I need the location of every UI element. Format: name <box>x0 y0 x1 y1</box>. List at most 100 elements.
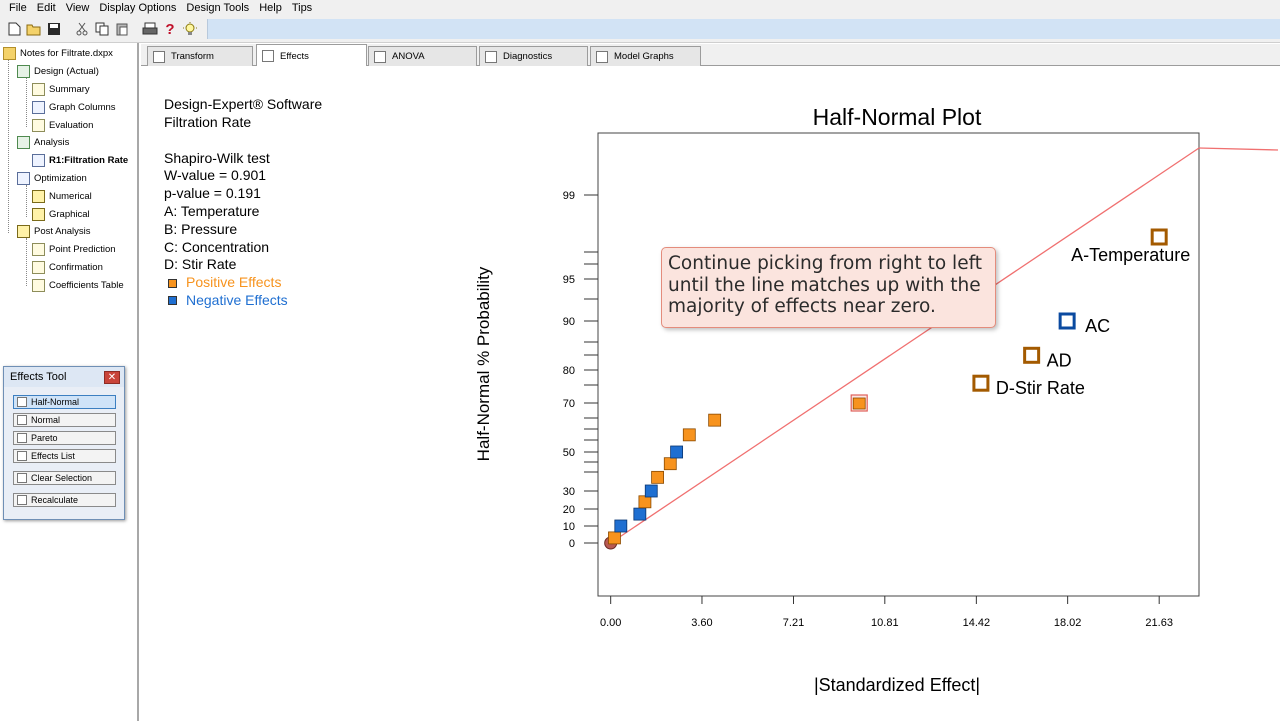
tree-item-label: Evaluation <box>49 119 94 131</box>
save-icon[interactable] <box>46 21 62 37</box>
print-icon[interactable] <box>142 21 158 37</box>
y-tick-label: 30 <box>563 486 575 498</box>
positive-effect-point[interactable] <box>852 397 866 410</box>
tree-item-point-prediction[interactable]: Point Prediction <box>32 241 116 257</box>
copy-icon[interactable] <box>94 21 110 37</box>
tree-item-confirmation[interactable]: Confirmation <box>32 259 103 275</box>
tree-item-post-analysis[interactable]: Post Analysis <box>17 223 91 239</box>
tree-item-numerical[interactable]: Numerical <box>32 188 92 204</box>
menu-tips[interactable]: Tips <box>291 2 313 14</box>
pareto-button[interactable]: Pareto <box>13 431 116 445</box>
picked-positive-effect-point[interactable] <box>1023 346 1041 364</box>
tab-model-graphs[interactable]: Model Graphs <box>590 46 701 66</box>
factor-d: D: Stir Rate <box>164 256 237 273</box>
new-file-icon[interactable] <box>6 21 22 37</box>
effects-tool-titlebar[interactable]: Effects Tool ✕ <box>4 367 124 387</box>
point-prediction-icon <box>32 242 45 256</box>
fit-line-extension <box>1198 147 1279 151</box>
tree-item-coefficients-table[interactable]: Coefficients Table <box>32 277 124 293</box>
menu-display-options[interactable]: Display Options <box>99 2 177 14</box>
picked-positive-effect-point[interactable] <box>972 374 990 392</box>
recalculate-button[interactable]: Recalculate <box>13 493 116 507</box>
design-sheet-icon <box>17 64 30 78</box>
analysis-icon <box>17 135 30 149</box>
tree-item-label: Post Analysis <box>34 225 91 237</box>
negative-effect-point[interactable] <box>633 507 647 521</box>
negative-effect-marker <box>168 296 177 306</box>
clear-selection-button[interactable]: Clear Selection <box>13 471 116 485</box>
menu-file[interactable]: File <box>9 2 27 14</box>
effects-tool-window[interactable]: Effects Tool ✕ Half-Normal Normal Pareto… <box>3 366 125 520</box>
half-normal-button[interactable]: Half-Normal <box>13 395 116 409</box>
view-tabs: Transform Effects ANOVA Diagnostics Mode… <box>141 44 1280 67</box>
paste-icon[interactable] <box>114 21 130 37</box>
pareto-icon <box>17 433 27 443</box>
negative-effect-point[interactable] <box>614 519 628 533</box>
menu-bar: File Edit View Display Options Design To… <box>0 0 1280 16</box>
positive-effect-point[interactable] <box>663 457 677 471</box>
tree-item-r1-filtration-rate[interactable]: R1:Filtration Rate <box>32 152 128 168</box>
x-tick-label: 10.81 <box>871 617 899 629</box>
analysis-info: Design-Expert® Software Filtration Rate … <box>164 96 322 310</box>
factor-b: B: Pressure <box>164 220 238 237</box>
normality-test: Shapiro-Wilk test <box>164 149 270 166</box>
normal-icon <box>17 415 27 425</box>
tree-item-label: Numerical <box>49 190 92 202</box>
software-name: Design-Expert® Software <box>164 96 323 112</box>
tree-item-optimization[interactable]: Optimization <box>17 170 87 186</box>
menu-view[interactable]: View <box>65 2 90 14</box>
fit-line <box>610 147 1199 544</box>
tree-item-label: Notes for Filtrate.dxpx <box>20 47 113 59</box>
tab-effects[interactable]: Effects <box>256 44 367 67</box>
y-tick-label: 50 <box>563 447 575 459</box>
tree-item-design[interactable]: Design (Actual) <box>17 63 99 79</box>
anova-icon <box>374 50 386 63</box>
y-tick-label: 70 <box>563 398 575 410</box>
positive-effect-point[interactable] <box>638 495 652 509</box>
menu-help[interactable]: Help <box>259 2 282 14</box>
confirmation-icon <box>32 260 45 274</box>
negative-effect-point[interactable] <box>670 445 684 459</box>
tree-item-evaluation[interactable]: Evaluation <box>32 117 93 133</box>
positive-effect-point[interactable] <box>682 428 696 442</box>
tree-item-graph-columns[interactable]: Graph Columns <box>32 99 116 115</box>
y-tick-label: 95 <box>563 274 575 286</box>
tree-item-graphical[interactable]: Graphical <box>32 206 90 222</box>
effects-list-button[interactable]: Effects List <box>13 449 116 463</box>
tip-bulb-icon[interactable] <box>182 21 198 37</box>
normal-button[interactable]: Normal <box>13 413 116 427</box>
close-icon[interactable]: ✕ <box>104 370 120 384</box>
menu-edit[interactable]: Edit <box>36 2 56 14</box>
x-tick-label: 14.42 <box>963 617 991 629</box>
open-folder-icon[interactable] <box>26 21 42 37</box>
instruction-callout: Continue picking from right to left unti… <box>661 247 996 328</box>
tree-item-label: Graph Columns <box>49 101 116 113</box>
tab-anova[interactable]: ANOVA <box>368 46 477 66</box>
positive-effect-point[interactable] <box>651 470 664 484</box>
menu-design-tools[interactable]: Design Tools <box>186 2 250 14</box>
tab-transform[interactable]: Transform <box>147 46 253 66</box>
tree-item-analysis[interactable]: Analysis <box>17 134 69 150</box>
picked-negative-effect-point[interactable] <box>1058 312 1076 330</box>
factor-c: C: Concentration <box>164 238 270 255</box>
effect-point-label: A-Temperature <box>1071 245 1190 265</box>
tree-item-root[interactable]: Notes for Filtrate.dxpx <box>3 45 113 61</box>
y-tick-label: 0 <box>569 538 575 550</box>
evaluation-magnifier-icon <box>32 118 45 132</box>
picked-positive-effect-point[interactable] <box>1150 228 1168 246</box>
positive-effect-point[interactable] <box>708 413 722 427</box>
negative-effect-point[interactable] <box>644 484 658 498</box>
w-value: W-value = 0.901 <box>164 167 267 184</box>
x-tick-label: 18.02 <box>1054 617 1082 629</box>
y-axis: 0 10 20 30 50 70 80 90 95 99 <box>563 190 598 550</box>
tab-diagnostics[interactable]: Diagnostics <box>479 46 588 66</box>
tree-item-summary[interactable]: Summary <box>32 81 90 97</box>
toolbar-blank-area <box>207 19 1280 39</box>
help-icon[interactable]: ? <box>165 20 175 38</box>
graphical-icon <box>32 207 45 221</box>
effect-point-label: AD <box>1047 350 1072 370</box>
positive-effect-point[interactable] <box>608 531 621 545</box>
cut-icon[interactable] <box>74 21 90 37</box>
tree-item-label: Design (Actual) <box>34 65 99 77</box>
